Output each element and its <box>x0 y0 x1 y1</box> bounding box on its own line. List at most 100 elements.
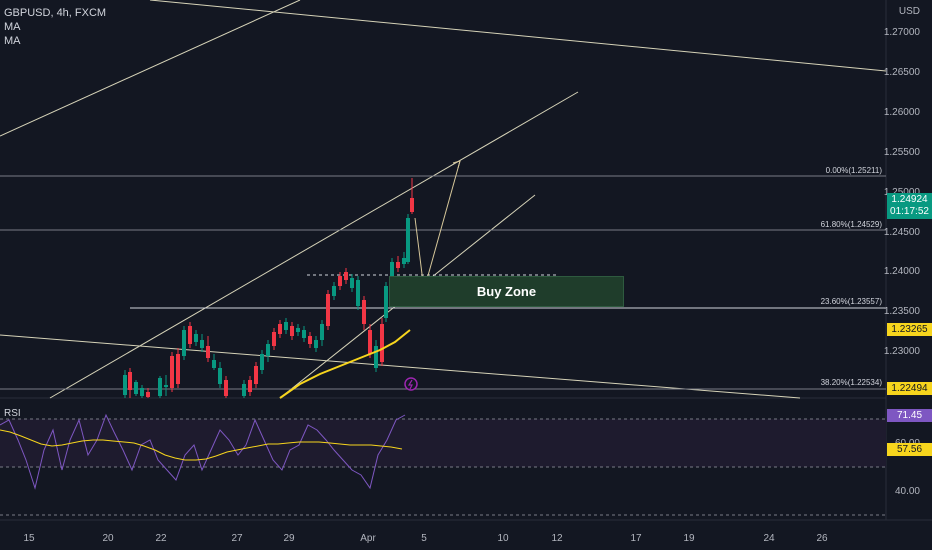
time-tick: 5 <box>421 533 427 544</box>
candle-body <box>308 336 312 344</box>
current-price-tag: 1.24924 01:17:52 <box>887 193 932 219</box>
rsi-band <box>0 419 886 467</box>
buy-zone-box[interactable]: Buy Zone <box>389 276 624 307</box>
candle-body <box>332 286 336 296</box>
trendline-upper-right <box>149 0 887 72</box>
candle-body <box>182 330 186 356</box>
candle-body <box>326 294 330 326</box>
candle-body <box>344 272 348 280</box>
candle-body <box>272 332 276 346</box>
candle-body <box>380 324 384 362</box>
candle-body <box>164 385 168 387</box>
candle-body <box>242 384 246 396</box>
candle-body <box>224 380 228 396</box>
price-tick: 1.24000 <box>883 266 920 277</box>
candle-body <box>248 380 252 392</box>
projection-arrowhead <box>452 160 461 169</box>
indicator-ma1-label[interactable]: MA <box>4 21 21 33</box>
candle-body <box>356 280 360 306</box>
time-tick: 15 <box>23 533 35 544</box>
candle-body <box>374 346 378 368</box>
candle-body <box>123 375 127 395</box>
trendline-lower <box>0 334 801 399</box>
chart-header: GBPUSD, 4h, FXCM MA MA <box>4 6 106 48</box>
price-tick: 1.26000 <box>883 107 920 118</box>
candle-body <box>384 286 388 318</box>
candle-body <box>338 276 342 286</box>
last-value-tag: 1.22494 <box>887 382 932 395</box>
candle-body <box>194 334 198 342</box>
time-tick: 27 <box>231 533 243 544</box>
candle-body <box>406 218 410 262</box>
moving-average-line <box>279 329 411 399</box>
price-tick: 1.23000 <box>883 346 920 357</box>
price-tick: 1.24500 <box>883 227 920 238</box>
event-lightning-icon <box>404 377 418 391</box>
currency-label: USD <box>898 6 920 17</box>
buy-zone-label: Buy Zone <box>476 284 537 299</box>
rsi-line <box>0 413 406 490</box>
candle-body <box>362 300 366 324</box>
candle-body <box>158 378 162 396</box>
time-tick: 24 <box>763 533 775 544</box>
candle-body <box>146 392 150 397</box>
symbol-line[interactable]: GBPUSD, 4h, FXCM <box>4 7 107 19</box>
candle-body <box>188 326 192 344</box>
candle-body <box>350 278 354 288</box>
candle-body <box>218 368 222 384</box>
fib-label-236: 23.60%(1.23557) <box>820 297 882 306</box>
candle-body <box>266 344 270 356</box>
time-tick: 10 <box>497 533 509 544</box>
ma-value-tag: 1.23265 <box>887 323 932 336</box>
candle-body <box>402 258 406 264</box>
projection-path <box>414 160 461 291</box>
time-tick: 19 <box>683 533 695 544</box>
time-tick: 20 <box>102 533 114 544</box>
candle-body <box>410 198 414 212</box>
fib-label-382: 38.20%(1.22534) <box>820 378 882 387</box>
candle-body <box>284 322 288 330</box>
candle-body <box>206 346 210 358</box>
rsi-value-tag: 71.45 <box>887 409 932 422</box>
candle-body <box>278 324 282 334</box>
candle-body <box>200 340 204 348</box>
candle-body <box>260 354 264 370</box>
channel-upper <box>49 91 579 399</box>
fib-label-618: 61.80%(1.24529) <box>820 220 882 229</box>
price-tick: 1.23500 <box>883 306 920 317</box>
time-tick: 29 <box>283 533 295 544</box>
candle-body <box>176 354 180 384</box>
current-price-value: 1.24924 <box>891 194 928 205</box>
indicator-ma2-label[interactable]: MA <box>4 35 21 47</box>
time-tick: Apr <box>360 533 376 544</box>
candlesticks <box>123 178 414 398</box>
rsi-tick-40: 40.00 <box>894 486 920 497</box>
time-tick: 17 <box>630 533 642 544</box>
candle-body <box>170 356 174 388</box>
fib-label-0: 0.00%(1.25211) <box>825 166 882 175</box>
candle-body <box>140 388 144 396</box>
candle-body <box>302 330 306 338</box>
trendline-upper-left <box>0 0 301 137</box>
time-tick: 22 <box>155 533 167 544</box>
price-tick: 1.25500 <box>883 147 920 158</box>
candle-body <box>254 366 258 384</box>
candle-body <box>296 328 300 332</box>
time-tick: 26 <box>816 533 828 544</box>
candle-body <box>396 262 400 268</box>
price-tick: 1.25000 <box>884 187 920 198</box>
candle-body <box>314 340 318 348</box>
rsi-ma-value-tag: 57.56 <box>887 443 932 456</box>
candle-body <box>134 382 138 394</box>
rsi-ma-line <box>0 429 403 461</box>
candle-body <box>212 360 216 368</box>
price-tick: 1.26500 <box>883 67 920 78</box>
rsi-title[interactable]: RSI <box>4 408 21 419</box>
time-tick: 12 <box>551 533 563 544</box>
countdown-timer: 01:17:52 <box>890 206 929 217</box>
price-tick: 1.27000 <box>883 27 920 38</box>
candle-body <box>368 330 372 354</box>
candle-body <box>290 326 294 336</box>
candle-body <box>128 372 132 390</box>
